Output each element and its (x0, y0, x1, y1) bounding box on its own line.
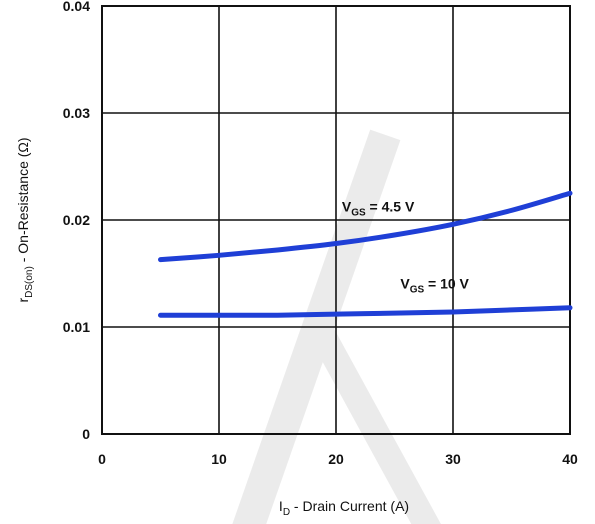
y-tick-label: 0.01 (63, 319, 90, 335)
y-tick-label: 0.03 (63, 105, 90, 121)
plot-area-frame (101, 5, 571, 435)
x-tick-label: 0 (98, 451, 106, 467)
series-label: VGS = 10 V (400, 275, 469, 295)
series-label: VGS = 4.5 V (342, 198, 415, 218)
y-axis-label-main: r (15, 298, 31, 303)
grid-lines (102, 6, 570, 434)
x-axis-label-rest: - Drain Current (A) (290, 498, 409, 514)
x-tick-label: 40 (562, 451, 578, 467)
series-layer (158, 190, 573, 318)
x-tick-labels: 0 10 20 30 40 (98, 451, 578, 467)
x-tick-label: 10 (211, 451, 227, 467)
x-axis-label-main: I (279, 498, 283, 514)
series-line-vgs-4-5v (158, 190, 573, 263)
x-tick-label: 20 (328, 451, 344, 467)
x-axis-label-sub: D (283, 507, 290, 518)
y-axis-label-sub: DS(on) (24, 266, 35, 298)
y-tick-label: 0.02 (63, 212, 90, 228)
y-axis-label: rDS(on) - On-Resistance (Ω) (15, 137, 35, 302)
y-tick-label: 0.04 (63, 0, 90, 14)
series-line-vgs-10v (158, 305, 573, 318)
series-annotations: VGS = 4.5 V VGS = 10 V (342, 198, 470, 295)
x-axis-label: ID - Drain Current (A) (279, 498, 409, 518)
watermark-logo (232, 129, 441, 524)
y-axis-label-rest: - On-Resistance (Ω) (15, 137, 31, 266)
x-tick-label: 30 (445, 451, 461, 467)
y-tick-label: 0 (82, 426, 90, 442)
y-tick-labels: 0 0.01 0.02 0.03 0.04 (63, 0, 90, 442)
